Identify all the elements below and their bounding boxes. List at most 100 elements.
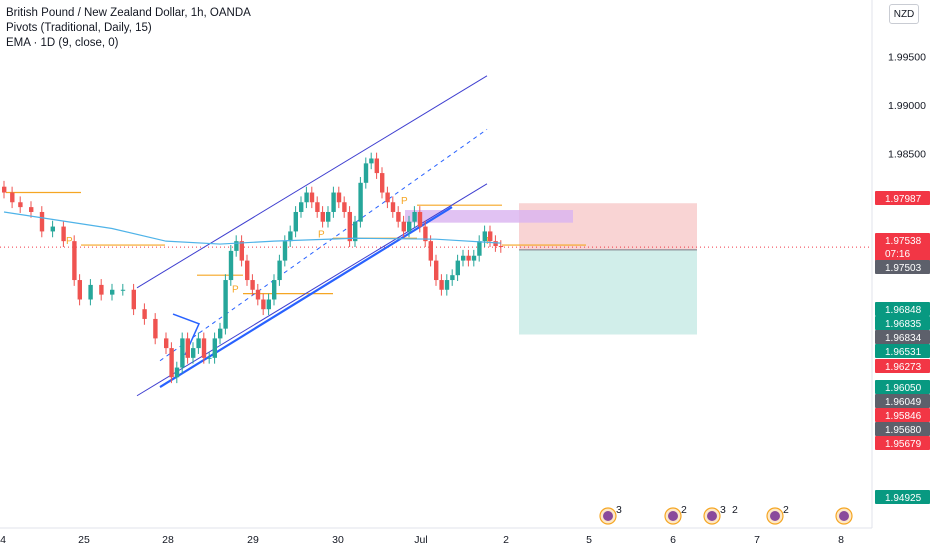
- candle-body-70: [455, 260, 460, 276]
- x-tick-label-6: 2: [503, 534, 509, 546]
- price-label-bg-5: [875, 330, 930, 344]
- candle-body-44: [315, 202, 320, 212]
- price-label-1: 1.97538: [885, 236, 922, 247]
- candle-body-60: [401, 221, 406, 232]
- candle-body-38: [282, 241, 288, 261]
- candle-body-56: [380, 173, 385, 193]
- channel-median-line: [159, 128, 488, 362]
- candle-body-39: [288, 231, 293, 242]
- x-tick-label-8: 6: [670, 534, 676, 546]
- candle-body-57: [385, 192, 390, 203]
- x-tick-label-10: 8: [838, 534, 844, 546]
- candle-body-54: [369, 158, 374, 164]
- candle-body-0: [2, 186, 7, 193]
- price-label-bg-7: [875, 359, 930, 373]
- x-tick-label-0: 4: [0, 534, 6, 546]
- candle-body-50: [347, 211, 352, 242]
- pivot-label-0: P: [66, 236, 73, 247]
- ema-line: [3, 211, 501, 245]
- candle-body-77: [493, 241, 498, 247]
- channel-lower-line: [136, 183, 488, 397]
- event-flag-icon-3: [770, 511, 780, 521]
- candle-body-28: [228, 250, 234, 281]
- candle-body-46: [326, 211, 331, 222]
- candle-body-27: [223, 280, 228, 329]
- x-tick-label-3: 29: [247, 534, 259, 546]
- candle-body-63: [417, 211, 423, 227]
- candle-body-49: [342, 202, 347, 212]
- candle-body-17: [169, 348, 174, 378]
- event-count-2: 3: [720, 504, 726, 516]
- y-tick-label-1: 1.99000: [888, 100, 926, 112]
- candle-body-32: [250, 280, 255, 290]
- candle-body-1: [10, 192, 15, 203]
- candle-body-67: [439, 280, 444, 290]
- symbol-title[interactable]: British Pound / New Zealand Dollar, 1h, …: [6, 7, 251, 19]
- candle-body-9: [88, 284, 93, 300]
- price-label-bg-3: [875, 302, 930, 316]
- price-label-bg-11: [875, 422, 930, 436]
- channel-upper-line: [136, 75, 488, 289]
- ema-indicator-label[interactable]: EMA · 1D (9, close, 0): [6, 37, 119, 49]
- currency-button[interactable]: NZD: [889, 4, 919, 24]
- candle-body-19: [180, 338, 185, 368]
- event-flag-icon-1: [668, 511, 678, 521]
- candle-body-31: [245, 260, 250, 281]
- candle-body-21: [191, 348, 196, 358]
- candle-body-34: [261, 299, 266, 310]
- price-label-3: 1.96848: [885, 305, 922, 316]
- candle-body-24: [207, 357, 212, 359]
- event-count-3: 2: [732, 504, 738, 516]
- candle-body-25: [212, 338, 217, 358]
- candle-body-59: [396, 211, 401, 222]
- candle-body-52: [358, 182, 363, 222]
- candle-body-58: [390, 202, 396, 212]
- candle-body-55: [374, 158, 379, 174]
- candle-body-26: [218, 328, 223, 339]
- x-tick-label-7: 5: [586, 534, 592, 546]
- price-label-6: 1.96531: [885, 347, 922, 358]
- price-label-12: 1.95679: [885, 439, 922, 450]
- candle-body-12: [120, 289, 126, 291]
- candle-body-22: [196, 338, 201, 349]
- candle-body-65: [428, 241, 433, 261]
- pivot-label-1: P: [232, 285, 239, 296]
- candle-body-47: [331, 192, 336, 212]
- candle-body-11: [110, 289, 115, 295]
- event-count-1: 2: [681, 504, 687, 516]
- candle-body-8: [77, 280, 82, 300]
- y-tick-label-2: 1.98500: [888, 149, 926, 161]
- price-label-bg-6: [875, 344, 930, 358]
- candle-body-74: [477, 241, 482, 256]
- candle-body-23: [201, 338, 207, 358]
- candle-body-13: [131, 289, 136, 310]
- candle-body-4: [39, 211, 45, 232]
- candle-body-71: [461, 255, 466, 261]
- candle-body-36: [272, 280, 277, 300]
- candle-body-37: [277, 260, 282, 281]
- price-label-2: 1.97503: [885, 263, 922, 274]
- price-label-11: 1.95680: [885, 425, 922, 436]
- candle-body-64: [423, 226, 428, 242]
- candle-body-40: [293, 211, 298, 232]
- pivots-indicator-label[interactable]: Pivots (Traditional, Daily, 15): [6, 22, 152, 34]
- x-tick-label-9: 7: [754, 534, 760, 546]
- candle-body-66: [434, 260, 439, 281]
- x-tick-label-4: 30: [332, 534, 344, 546]
- candle-body-7: [72, 241, 77, 281]
- event-flag-icon-4: [839, 511, 849, 521]
- candle-body-3: [29, 207, 34, 212]
- price-label-bg-2: [875, 260, 930, 274]
- candle-body-76: [488, 231, 493, 242]
- x-tick-label-2: 28: [162, 534, 174, 546]
- price-label-8: 1.96050: [885, 383, 922, 394]
- candle-body-20: [185, 338, 190, 358]
- price-label-0: 1.97987: [885, 194, 922, 205]
- candle-body-43: [309, 192, 315, 203]
- pivot-label-3: P: [401, 196, 408, 207]
- supply-zone: [405, 210, 573, 223]
- candle-body-15: [153, 318, 158, 339]
- candle-body-30: [239, 241, 244, 261]
